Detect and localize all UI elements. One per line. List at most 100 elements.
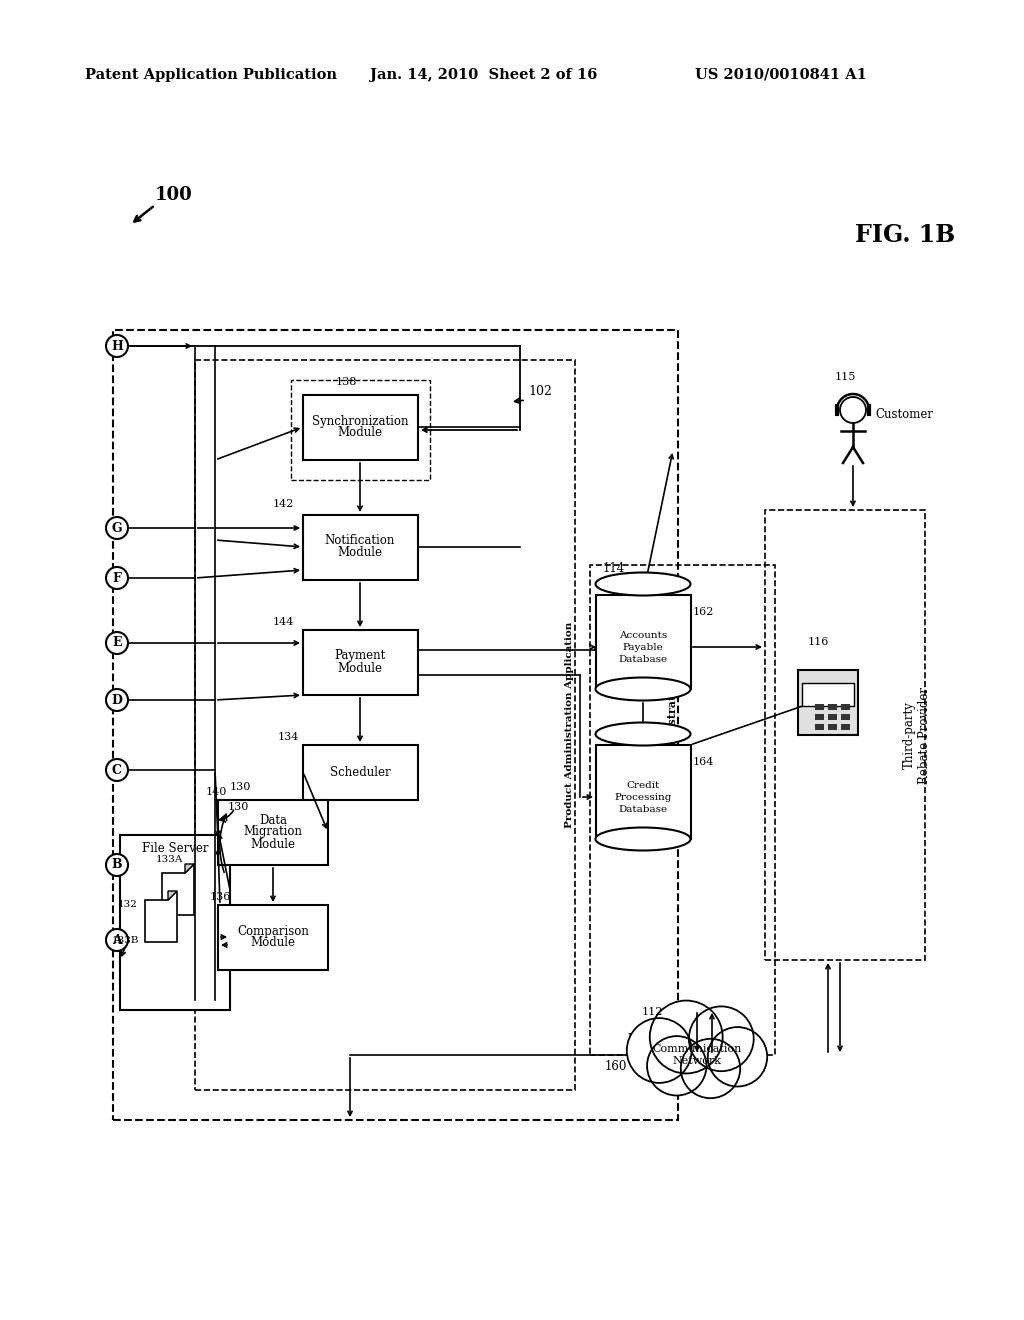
Text: Product Administration Application: Product Administration Application <box>565 622 574 828</box>
Circle shape <box>106 929 128 950</box>
Circle shape <box>681 1039 740 1098</box>
Text: 134: 134 <box>278 733 299 742</box>
Text: Payment: Payment <box>335 649 386 663</box>
Text: 160: 160 <box>605 1060 628 1073</box>
Text: 133B: 133B <box>112 936 139 945</box>
Circle shape <box>106 568 128 589</box>
Text: 164: 164 <box>693 756 715 767</box>
Text: D: D <box>112 693 123 706</box>
Bar <box>291 380 430 480</box>
Text: 144: 144 <box>273 616 294 627</box>
Ellipse shape <box>596 573 690 595</box>
Text: Credit: Credit <box>627 780 659 789</box>
Text: C: C <box>112 763 122 776</box>
Bar <box>841 714 850 721</box>
Circle shape <box>840 397 866 422</box>
Text: Jan. 14, 2010  Sheet 2 of 16: Jan. 14, 2010 Sheet 2 of 16 <box>370 69 597 82</box>
Text: 116: 116 <box>808 638 829 647</box>
Circle shape <box>106 335 128 356</box>
Text: 115: 115 <box>835 372 856 381</box>
Bar <box>303 515 418 579</box>
Text: Product Administration System: Product Administration System <box>668 627 679 824</box>
Text: 162: 162 <box>693 607 715 616</box>
Bar <box>590 565 775 1055</box>
Text: Data: Data <box>259 813 287 826</box>
Text: 130: 130 <box>230 781 251 792</box>
Bar <box>828 725 837 730</box>
Text: Synchronization: Synchronization <box>311 414 409 428</box>
Text: 140: 140 <box>206 787 227 797</box>
Text: A: A <box>112 933 122 946</box>
Text: Accounts: Accounts <box>618 631 667 639</box>
Text: Communication: Communication <box>652 1044 741 1053</box>
Circle shape <box>689 1006 754 1072</box>
Bar <box>113 330 678 1119</box>
Text: Payment System: Payment System <box>628 1034 736 1047</box>
Bar <box>303 395 418 459</box>
Bar <box>218 906 328 970</box>
Bar <box>303 630 418 696</box>
Text: E: E <box>113 636 122 649</box>
Text: 132: 132 <box>118 900 138 909</box>
Text: B: B <box>112 858 122 871</box>
Circle shape <box>106 759 128 781</box>
Polygon shape <box>145 891 177 942</box>
Bar <box>218 800 328 865</box>
Polygon shape <box>162 865 194 915</box>
Bar <box>841 705 850 710</box>
Circle shape <box>627 1018 691 1082</box>
Text: F: F <box>113 572 122 585</box>
Bar <box>798 671 858 735</box>
Text: Module: Module <box>338 546 383 560</box>
Bar <box>195 360 575 1090</box>
Text: Network: Network <box>673 1056 722 1067</box>
Bar <box>828 714 837 721</box>
Ellipse shape <box>596 677 690 701</box>
Text: Payable: Payable <box>623 643 664 652</box>
Ellipse shape <box>596 828 690 850</box>
Text: Comparison: Comparison <box>238 924 309 937</box>
Text: G: G <box>112 521 122 535</box>
Polygon shape <box>168 891 177 900</box>
Text: Migration: Migration <box>244 825 302 838</box>
Text: Module: Module <box>251 936 296 949</box>
Text: 114: 114 <box>603 562 626 576</box>
Text: Scheduler: Scheduler <box>330 766 390 779</box>
Text: 136: 136 <box>210 892 231 902</box>
Bar <box>802 682 854 706</box>
Text: Third-party
Rebate Provider: Third-party Rebate Provider <box>903 686 931 784</box>
Text: Database: Database <box>618 655 668 664</box>
Circle shape <box>106 632 128 653</box>
Circle shape <box>106 517 128 539</box>
Text: Module: Module <box>338 426 383 440</box>
Bar <box>120 836 230 1010</box>
Text: FIG. 1B: FIG. 1B <box>855 223 955 247</box>
Text: 100: 100 <box>155 186 193 205</box>
Bar <box>815 705 824 710</box>
Text: 133A: 133A <box>156 855 183 865</box>
Circle shape <box>647 1036 707 1096</box>
Text: File Server: File Server <box>141 842 208 855</box>
Bar <box>815 714 824 721</box>
Bar <box>828 705 837 710</box>
Bar <box>596 744 691 840</box>
Bar <box>815 725 824 730</box>
Text: Module: Module <box>251 837 296 850</box>
Text: Customer: Customer <box>874 408 933 421</box>
Text: 142: 142 <box>273 499 294 510</box>
Bar <box>596 595 691 689</box>
Bar <box>765 510 925 960</box>
Circle shape <box>106 854 128 876</box>
Text: US 2010/0010841 A1: US 2010/0010841 A1 <box>695 69 867 82</box>
Text: 130: 130 <box>228 803 250 812</box>
Text: Module: Module <box>338 661 383 675</box>
Polygon shape <box>185 865 194 873</box>
Circle shape <box>650 1001 723 1073</box>
Circle shape <box>106 689 128 711</box>
Text: H: H <box>111 339 123 352</box>
Text: 112: 112 <box>642 1007 664 1016</box>
Text: Patent Application Publication: Patent Application Publication <box>85 69 337 82</box>
Text: 102: 102 <box>528 385 552 399</box>
Text: Database: Database <box>618 804 668 813</box>
Bar <box>303 744 418 800</box>
